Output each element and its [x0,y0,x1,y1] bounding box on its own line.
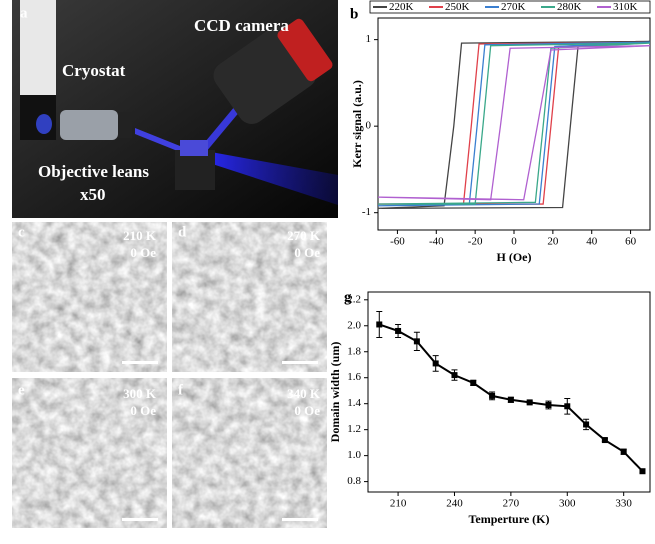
x-tick-label: 60 [625,236,637,248]
y-tick-label: 1.8 [347,345,361,357]
y-tick-label: 1.0 [347,449,361,461]
field: 0 Oe [130,403,156,418]
y-axis-title: Domain width (um) [328,342,342,443]
x-tick-label: -20 [468,236,483,248]
temperature: 340 K [287,386,321,401]
x-tick-label: 270 [503,498,520,510]
x-axis-title: Temperture (K) [469,512,550,526]
temperature: 270 K [287,228,321,243]
legend-box [369,0,651,14]
legend-label: 270K [501,1,526,13]
x-tick-label: 0 [511,236,517,248]
legend-label: 280K [557,1,582,13]
field: 0 Oe [294,245,320,260]
panel-label: f [178,382,184,398]
photo-caption: Objective leans [38,162,149,181]
micrograph-d: d 270 K 0 Oe [172,222,327,372]
x-tick-label: -60 [390,236,405,248]
y-tick-label: -1 [362,206,371,218]
temperature: 210 K [123,228,157,243]
y-axis-title: Kerr signal (a.u.) [350,80,364,168]
y-tick-label: 0 [366,120,372,132]
y-tick-label: 1.4 [347,397,361,409]
photo-caption: CCD camera [194,16,289,35]
legend-label: 250K [445,1,470,13]
data-point [489,392,496,399]
micrograph-c: c 210 K 0 Oe [12,222,167,372]
photo-caption: Cryostat [62,61,126,80]
setup-photo: a CCD camera Cryostat Objective leans x5… [12,0,338,218]
panel-label: e [18,382,25,398]
panel-label: c [18,224,25,240]
data-point [432,360,439,367]
legend-label: 310K [613,1,638,13]
x-tick-label: 20 [547,236,559,248]
loop-line [377,42,651,205]
x-tick-label: 40 [586,236,598,248]
y-tick-label: 1.6 [347,371,361,383]
temperature: 300 K [123,386,157,401]
data-point [376,321,383,328]
y-tick-label: 1 [366,33,372,45]
photo-caption: x50 [80,185,106,204]
loop-line [377,40,651,210]
data-point [639,468,646,475]
y-tick-label: 2.2 [347,293,361,305]
data-point [564,403,571,410]
panel-label: d [178,224,187,240]
micrograph-e: e 300 K 0 Oe [12,378,167,528]
loop-line [377,41,651,207]
loop-line [378,41,651,205]
data-point [583,421,590,428]
field: 0 Oe [130,245,156,260]
micrograph-f: f 340 K 0 Oe [172,378,327,528]
data-point [470,379,477,386]
x-tick-label: 240 [446,498,463,510]
field: 0 Oe [294,403,320,418]
legend-label: 220K [389,1,414,13]
x-tick-label: 330 [615,498,632,510]
data-point [620,448,627,455]
plot-frame [367,291,651,493]
data-point [451,372,458,379]
data-point [507,396,514,403]
data-point [413,338,420,345]
loop-line [377,45,651,201]
x-tick-label: 210 [390,498,407,510]
y-tick-label: 1.2 [347,423,361,435]
panel-label: a [20,5,28,21]
panel-label: g [344,289,352,305]
y-tick-label: 0.8 [347,475,361,487]
data-point [601,437,608,444]
data-point [526,399,533,406]
y-tick-label: 2.0 [347,319,361,331]
data-point [545,401,552,408]
x-tick-label: -40 [429,236,444,248]
x-tick-label: 300 [559,498,576,510]
data-point [395,327,402,334]
x-axis-title: H (Oe) [497,250,532,264]
panel-label: b [350,6,358,22]
